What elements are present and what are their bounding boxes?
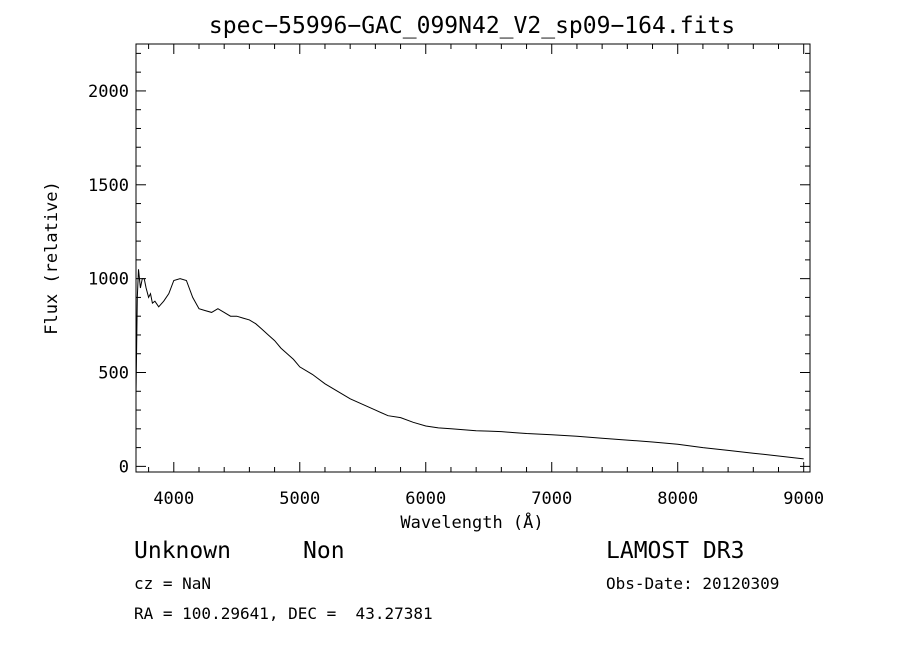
x-axis-ticks (148, 44, 805, 472)
y-tick-label: 500 (98, 364, 129, 384)
x-axis-label: Wavelength (Å) (400, 511, 543, 533)
y-tick-label: 1000 (88, 270, 129, 290)
y-tick-label: 1500 (88, 176, 129, 196)
coordinates: RA = 100.29641, DEC = 43.27381 (134, 604, 433, 623)
y-axis-tick-labels: 0 500 1000 1500 2000 (88, 82, 129, 477)
y-tick-label: 0 (119, 457, 129, 477)
x-tick-label: 5000 (279, 489, 320, 509)
observation-date: Obs-Date: 20120309 (606, 574, 780, 593)
x-tick-label: 7000 (531, 489, 572, 509)
survey-name: LAMOST DR3 (606, 538, 745, 564)
object-class: Unknown (134, 538, 231, 564)
y-tick-label: 2000 (88, 82, 129, 102)
chart-title: spec−55996−GAC_099N42_V2_sp09−164.fits (209, 13, 735, 39)
y-axis-ticks (136, 52, 810, 467)
x-axis-tick-labels: 4000 5000 6000 7000 8000 9000 (153, 489, 824, 509)
x-tick-label: 6000 (405, 489, 446, 509)
y-axis-label: Flux (relative) (42, 181, 62, 335)
object-subclass: Non (303, 538, 345, 564)
x-tick-label: 8000 (657, 489, 698, 509)
redshift-value: cz = NaN (134, 574, 212, 593)
spectrum-series-line (135, 269, 804, 460)
plot-frame (135, 43, 811, 473)
x-tick-label: 4000 (153, 489, 194, 509)
x-tick-label: 9000 (783, 489, 824, 509)
